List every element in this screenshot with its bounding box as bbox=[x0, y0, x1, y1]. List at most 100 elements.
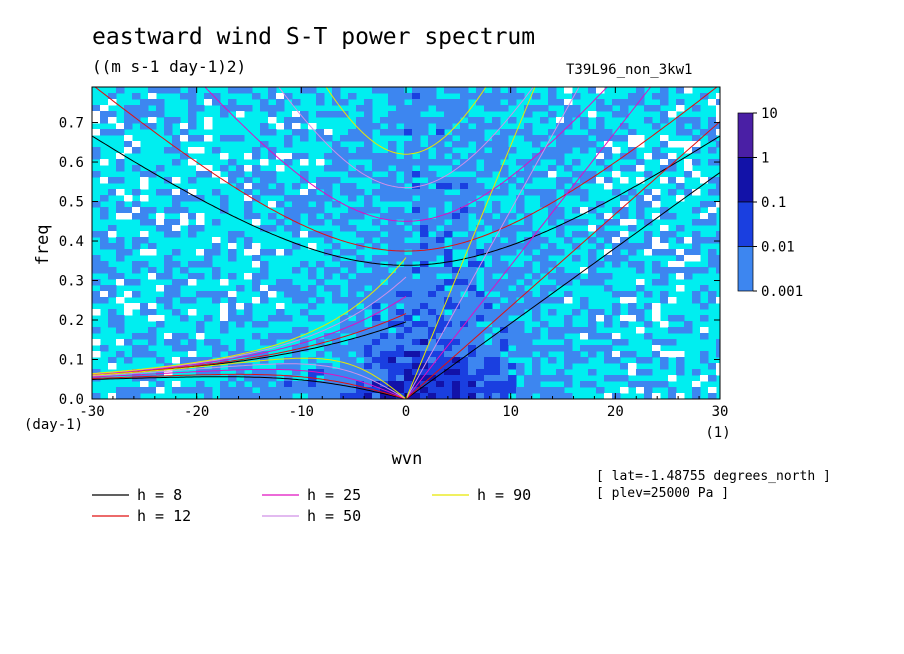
field-cell bbox=[116, 213, 125, 220]
field-cell bbox=[588, 225, 597, 232]
field-cell bbox=[388, 375, 397, 382]
field-cell bbox=[556, 183, 565, 190]
field-cell bbox=[116, 321, 125, 328]
field-cell bbox=[516, 291, 525, 298]
field-cell bbox=[532, 93, 541, 100]
field-cell bbox=[588, 327, 597, 334]
field-cell bbox=[180, 219, 189, 226]
field-cell bbox=[452, 153, 461, 160]
field-cell bbox=[188, 273, 197, 280]
field-cell bbox=[444, 177, 453, 184]
field-cell bbox=[100, 213, 109, 220]
field-cell bbox=[492, 279, 501, 286]
field-cell bbox=[428, 285, 437, 292]
field-cell bbox=[172, 207, 181, 214]
field-cell bbox=[244, 303, 253, 310]
field-cell bbox=[404, 333, 413, 340]
field-cell bbox=[260, 381, 269, 388]
field-cell bbox=[532, 171, 541, 178]
field-cell bbox=[556, 153, 565, 160]
field-cell bbox=[428, 303, 437, 310]
field-cell bbox=[652, 339, 661, 346]
x-tick-label: 20 bbox=[607, 404, 624, 420]
field-cell bbox=[404, 381, 413, 388]
field-cell bbox=[364, 351, 373, 358]
field-cell bbox=[396, 339, 405, 346]
field-cell bbox=[644, 117, 653, 124]
field-cell bbox=[420, 291, 429, 298]
field-cell bbox=[132, 267, 141, 274]
field-cell bbox=[468, 129, 477, 136]
field-cell bbox=[652, 237, 661, 244]
field-cell bbox=[364, 147, 373, 154]
field-cell bbox=[716, 345, 720, 352]
field-cell bbox=[252, 375, 261, 382]
field-cell bbox=[556, 147, 565, 154]
field-cell bbox=[652, 243, 661, 250]
field-cell bbox=[356, 297, 365, 304]
field-cell bbox=[644, 243, 653, 250]
field-cell bbox=[404, 123, 413, 130]
field-cell bbox=[444, 135, 453, 142]
field-cell bbox=[396, 195, 405, 202]
field-cell bbox=[692, 237, 701, 244]
field-cell bbox=[372, 273, 381, 280]
field-cell bbox=[388, 231, 397, 238]
field-cell bbox=[260, 183, 269, 190]
field-cell bbox=[420, 183, 429, 190]
field-cell bbox=[332, 291, 341, 298]
field-cell bbox=[356, 315, 365, 322]
field-cell bbox=[380, 117, 389, 124]
field-cell bbox=[92, 279, 101, 286]
field-cell bbox=[172, 195, 181, 202]
field-cell bbox=[596, 213, 605, 220]
field-cell bbox=[348, 279, 357, 286]
field-cell bbox=[644, 171, 653, 178]
curve-h12-rossby bbox=[92, 373, 407, 399]
field-cell bbox=[404, 147, 413, 154]
curve-h12-kelvin bbox=[405, 121, 720, 399]
field-cell bbox=[132, 345, 141, 352]
field-cell bbox=[516, 321, 525, 328]
field-cell bbox=[132, 111, 141, 118]
field-cell bbox=[468, 291, 477, 298]
field-cell bbox=[396, 291, 405, 298]
field-cell bbox=[428, 351, 437, 358]
field-cell bbox=[284, 153, 293, 160]
field-cell bbox=[316, 279, 325, 286]
field-cell bbox=[620, 321, 629, 328]
field-cell bbox=[92, 297, 101, 304]
field-cell bbox=[188, 279, 197, 286]
field-cell bbox=[388, 93, 397, 100]
field-cell bbox=[628, 309, 637, 316]
field-cell bbox=[164, 147, 173, 154]
field-cell bbox=[420, 357, 429, 364]
field-cell bbox=[436, 99, 445, 106]
field-cell bbox=[548, 357, 557, 364]
field-cell bbox=[572, 135, 581, 142]
x-tick-label: -20 bbox=[184, 404, 209, 420]
field-cell bbox=[396, 249, 405, 256]
field-cell bbox=[548, 207, 557, 214]
field-cell bbox=[532, 303, 541, 310]
field-cell bbox=[636, 159, 645, 166]
field-cell bbox=[452, 105, 461, 112]
field-cell bbox=[380, 267, 389, 274]
field-cell bbox=[116, 351, 125, 358]
x-tick-label: 10 bbox=[502, 404, 519, 420]
field-cell bbox=[572, 183, 581, 190]
field-cell bbox=[412, 225, 421, 232]
x-unit-label: (1) bbox=[705, 425, 730, 441]
field-cell bbox=[132, 147, 141, 154]
field-cell bbox=[236, 345, 245, 352]
field-cell bbox=[412, 357, 421, 364]
field-cell bbox=[500, 261, 509, 268]
y-tick-label: 0.3 bbox=[59, 274, 84, 290]
field-cell bbox=[500, 285, 509, 292]
field-cell bbox=[556, 333, 565, 340]
field-cell bbox=[340, 375, 349, 382]
field-cell bbox=[468, 261, 477, 268]
field-cell bbox=[244, 393, 253, 399]
field-cell bbox=[564, 87, 573, 94]
field-cell bbox=[508, 387, 517, 394]
